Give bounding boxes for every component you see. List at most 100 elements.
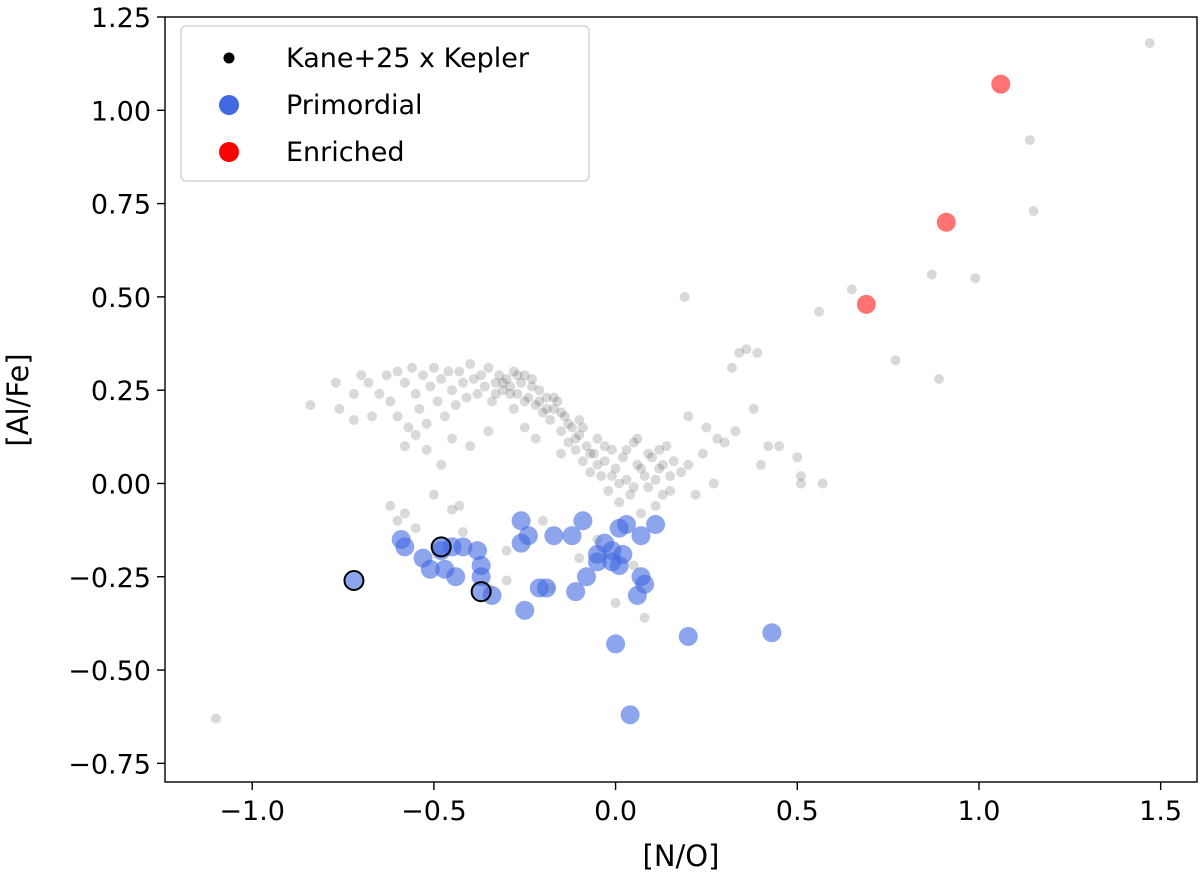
point-primordial-36 <box>631 526 651 546</box>
x-axis: −1.0 −0.5 0.0 0.5 1.0 1.5 <box>219 782 1182 827</box>
point-kane-25-x-kepler-115 <box>385 500 396 511</box>
x-tick-label-3: 0.5 <box>776 796 819 827</box>
point-kane-25-x-kepler-133 <box>399 441 410 452</box>
point-kane-25-x-kepler-116 <box>392 515 403 526</box>
point-kane-25-x-kepler-150 <box>712 433 723 444</box>
point-kane-25-x-kepler-129 <box>574 553 585 564</box>
point-kane-25-x-kepler-40 <box>494 370 505 381</box>
point-primordial-19 <box>544 526 564 546</box>
point-kane-25-x-kepler-60 <box>566 422 577 433</box>
point-kane-25-x-kepler-50 <box>530 400 541 411</box>
point-primordial-22 <box>573 511 593 531</box>
point-kane-25-x-kepler-176 <box>657 459 668 470</box>
point-kane-25-x-kepler-74 <box>617 452 628 463</box>
point-kane-25-x-kepler-72 <box>610 463 621 474</box>
point-kane-25-x-kepler-12 <box>392 366 403 377</box>
point-enriched-1 <box>936 212 956 232</box>
plot-frame <box>164 16 1198 783</box>
point-kane-25-x-kepler-140 <box>508 403 519 414</box>
point-kane-25-x-kepler-38 <box>487 396 498 407</box>
point-kane-25-x-kepler-174 <box>643 448 654 459</box>
point-kane-25-x-kepler-136 <box>436 459 447 470</box>
point-kane-25-x-kepler-35 <box>476 370 487 381</box>
point-kane-25-x-kepler-157 <box>519 396 530 407</box>
point-kane-25-x-kepler-172 <box>628 482 639 493</box>
point-kane-25-x-kepler-75 <box>621 474 632 485</box>
point-kane-25-x-kepler-98 <box>748 403 759 414</box>
point-kane-25-x-kepler-47 <box>519 370 530 381</box>
point-kane-25-x-kepler-23 <box>432 396 443 407</box>
point-primordial-9 <box>468 541 488 561</box>
point-primordial-38 <box>635 574 655 594</box>
point-kane-25-x-kepler-20 <box>421 418 432 429</box>
point-kane-25-x-kepler-31 <box>461 392 472 403</box>
point-kane-25-x-kepler-49 <box>527 381 538 392</box>
point-kane-25-x-kepler-84 <box>654 463 665 474</box>
point-kane-25-x-kepler-122 <box>457 526 468 537</box>
point-kane-25-x-kepler-53 <box>541 392 552 403</box>
point-kane-25-x-kepler-70 <box>603 485 614 496</box>
point-kane-25-x-kepler-119 <box>428 489 439 500</box>
legend-box <box>180 25 590 182</box>
point-kane-25-x-kepler-77 <box>628 437 639 448</box>
point-primordial-7 <box>446 567 466 587</box>
point-kane-25-x-kepler-158 <box>527 373 538 384</box>
point-kane-25-x-kepler-94 <box>719 437 730 448</box>
point-kane-25-x-kepler-52 <box>537 407 548 418</box>
y-tick-label-7: −0.50 <box>68 656 151 687</box>
point-kane-25-x-kepler-61 <box>570 444 581 455</box>
point-kane-25-x-kepler-106 <box>817 478 828 489</box>
point-kane-25-x-kepler-5 <box>348 415 359 426</box>
point-kane-25-x-kepler-107 <box>846 284 857 295</box>
point-kane-25-x-kepler-156 <box>512 370 523 381</box>
point-kane-25-x-kepler-79 <box>636 508 647 519</box>
point-kane-25-x-kepler-121 <box>454 500 465 511</box>
point-kane-25-x-kepler-143 <box>556 448 567 459</box>
point-primordial-29 <box>606 634 626 654</box>
point-kane-25-x-kepler-67 <box>592 433 603 444</box>
point-kane-25-x-kepler-88 <box>676 467 686 478</box>
legend-marker-enriched <box>219 142 239 162</box>
point-primordial-outlined--1 <box>430 536 452 558</box>
point-kane-25-x-kepler-17 <box>410 388 421 399</box>
point-kane-25-x-kepler-21 <box>425 381 436 392</box>
point-kane-25-x-kepler-66 <box>588 448 599 459</box>
point-kane-25-x-kepler-148 <box>683 459 694 470</box>
point-kane-25-x-kepler-163 <box>563 418 574 429</box>
point-kane-25-x-kepler-42 <box>501 373 512 384</box>
point-kane-25-x-kepler-69 <box>599 456 610 467</box>
point-kane-25-x-kepler-117 <box>399 508 410 519</box>
point-primordial-3 <box>420 559 440 579</box>
point-primordial-25 <box>587 552 607 572</box>
point-kane-25-x-kepler-109 <box>926 269 937 280</box>
y-axis: 1.25 1.00 0.75 0.50 0.25 0.00 −0.25 −0.50 −0.75 <box>68 3 165 780</box>
point-kane-25-x-kepler-78 <box>632 459 643 470</box>
point-kane-25-x-kepler-161 <box>548 392 559 403</box>
point-primordial-8 <box>453 537 473 557</box>
point-kane-25-x-kepler-138 <box>465 441 476 452</box>
point-kane-25-x-kepler-71 <box>606 444 617 455</box>
point-kane-25-x-kepler-102 <box>792 452 803 463</box>
point-kane-25-x-kepler-99 <box>752 347 763 358</box>
point-kane-25-x-kepler-43 <box>505 381 516 392</box>
point-kane-25-x-kepler-91 <box>690 489 701 500</box>
point-kane-25-x-kepler-36 <box>479 381 490 392</box>
point-kane-25-x-kepler-68 <box>596 471 607 481</box>
point-kane-25-x-kepler-175 <box>650 474 661 485</box>
point-kane-25-x-kepler-7 <box>363 377 374 388</box>
y-tick-label-4: 0.25 <box>91 376 151 407</box>
point-kane-25-x-kepler-171 <box>621 444 632 455</box>
y-tick-label-0: 1.25 <box>91 3 151 34</box>
point-kane-25-x-kepler-22 <box>428 362 439 373</box>
point-kane-25-x-kepler-59 <box>563 437 574 448</box>
point-kane-25-x-kepler-108 <box>890 355 901 366</box>
point-kane-25-x-kepler-11 <box>385 396 396 407</box>
point-kane-25-x-kepler-104 <box>795 478 806 489</box>
point-kane-25-x-kepler-85 <box>657 489 668 500</box>
point-primordial-23 <box>577 567 597 587</box>
point-kane-25-x-kepler-137 <box>447 433 458 444</box>
point-kane-25-x-kepler-147 <box>665 485 676 496</box>
point-kane-25-x-kepler-41 <box>497 385 508 396</box>
y-tick-label-8: −0.75 <box>68 749 151 780</box>
point-kane-25-x-kepler-142 <box>530 433 541 444</box>
